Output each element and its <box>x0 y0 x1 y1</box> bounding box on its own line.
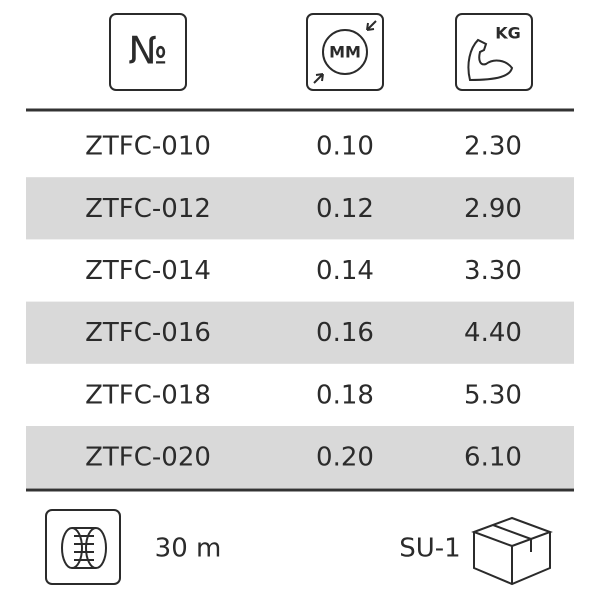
diameter-arrows <box>313 20 377 84</box>
header-icons: № MM KG <box>109 13 533 91</box>
number-icon-frame <box>109 13 187 91</box>
table: ZTFC-010 0.10 2.30 ZTFC-012 0.12 2.90 ZTFC-014… <box>26 132 574 489</box>
strength-icon-frame <box>455 13 533 91</box>
spool-left <box>61 527 83 569</box>
package: SU-1 <box>399 534 460 564</box>
table-cell: 5.30 <box>464 380 522 410</box>
strength-arm <box>467 38 514 82</box>
diameter-circle <box>322 29 368 75</box>
row-stripe <box>26 177 574 240</box>
row-stripe <box>26 301 574 364</box>
length: 30 m <box>155 534 222 564</box>
table-cell: 0.14 <box>316 256 374 286</box>
table-cell: 0.16 <box>316 318 374 348</box>
table-cell: 0.18 <box>316 380 374 410</box>
table-cell: ZTFC-018 <box>85 380 211 410</box>
table-cell: ZTFC-012 <box>85 194 211 224</box>
diameter-icon: MM <box>329 43 361 62</box>
box-icon <box>471 516 553 586</box>
spool-icon-frame <box>45 509 121 585</box>
table-cell: ZTFC-010 <box>85 132 211 162</box>
diameter-icon-frame <box>306 13 384 91</box>
table-cell: 6.10 <box>464 443 522 473</box>
spool-line <box>72 527 96 569</box>
table-cell: 2.90 <box>464 194 522 224</box>
table-cell: ZTFC-020 <box>85 443 211 473</box>
table-cell: 4.40 <box>464 318 522 348</box>
footer: 30 m SU-1 <box>45 509 553 586</box>
table-cell: 3.30 <box>464 256 522 286</box>
strength-icon: KG <box>495 24 521 43</box>
table-cell: 0.20 <box>316 443 374 473</box>
table-cell: 0.12 <box>316 194 374 224</box>
number-icon: № <box>128 29 168 73</box>
table-cell: 2.30 <box>464 132 522 162</box>
table-cell: 0.10 <box>316 132 374 162</box>
table-cell: ZTFC-014 <box>85 256 211 286</box>
row-stripe <box>26 426 574 489</box>
spool-right <box>85 527 107 569</box>
table-cell: ZTFC-016 <box>85 318 211 348</box>
